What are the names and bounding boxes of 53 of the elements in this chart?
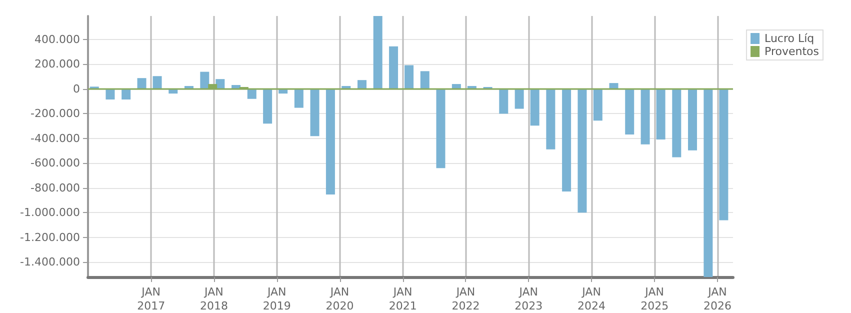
x-tick-label: JAN 2025 [640, 286, 669, 312]
x-tick-label: JAN 2021 [388, 286, 417, 312]
bar [688, 88, 698, 150]
y-tick-label: -200.000 [30, 107, 80, 120]
bar [452, 84, 461, 89]
bar [137, 78, 146, 89]
bar [122, 88, 131, 100]
y-tick-label: 200.000 [34, 58, 80, 71]
bar [389, 46, 398, 89]
bar [609, 83, 618, 89]
x-tick-label: JAN 2023 [514, 286, 543, 312]
bar [420, 71, 430, 89]
bar [656, 88, 666, 140]
bar [530, 88, 540, 126]
x-tick-label: JAN 2026 [703, 286, 732, 312]
bar [593, 88, 602, 121]
bar [436, 88, 446, 168]
bar [357, 80, 366, 89]
bar [200, 72, 210, 89]
y-tick-label: -1.400.000 [20, 256, 80, 269]
x-tick-label: JAN 2018 [200, 286, 228, 312]
x-tick-label: JAN 2017 [137, 286, 166, 312]
x-tick-label: JAN 2024 [578, 286, 606, 312]
y-tick-label: -1.200.000 [20, 230, 80, 244]
y-tick-label: 0 [73, 82, 80, 96]
bar [326, 88, 335, 194]
y-tick-label: -800.000 [30, 181, 80, 194]
bar [640, 88, 650, 144]
bar [704, 88, 713, 277]
x-tick-label: JAN 2019 [262, 286, 291, 312]
bar [672, 88, 682, 158]
y-tick-label: 400.000 [34, 33, 80, 46]
legend-label: Proventos [764, 45, 820, 58]
y-tick-label: -400.000 [30, 132, 80, 145]
legend-label: Lucro Líq [764, 32, 814, 45]
bar [499, 88, 508, 114]
bar [625, 88, 634, 134]
bar [106, 88, 115, 100]
bar [310, 88, 320, 136]
bar [404, 65, 414, 89]
bar [514, 88, 524, 109]
x-tick-label: JAN 2022 [452, 286, 480, 312]
bar [719, 88, 728, 220]
bar [152, 76, 162, 89]
bar [546, 88, 556, 150]
bar [562, 88, 572, 192]
y-tick-label: -1.000.000 [20, 206, 80, 220]
bar [263, 88, 272, 124]
bar [294, 88, 304, 108]
bar [578, 88, 587, 213]
x-tick-label: JAN 2020 [326, 286, 354, 312]
y-tick-label: -600.000 [30, 156, 80, 170]
bar [373, 16, 382, 89]
